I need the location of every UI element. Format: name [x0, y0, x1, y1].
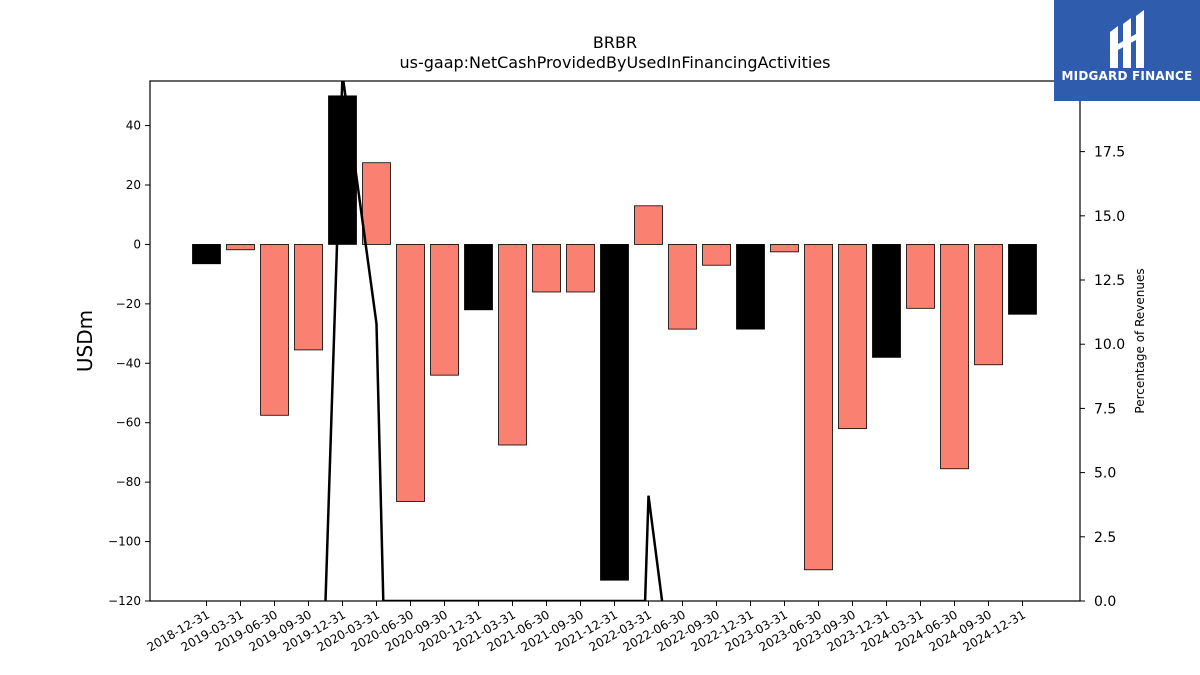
bar-2018-12-31 — [192, 244, 221, 265]
bar-2023-03-31 — [770, 244, 799, 253]
bar-2020-03-31 — [362, 162, 391, 245]
bar-2020-06-30 — [396, 244, 425, 502]
chart-subtitle: us-gaap:NetCashProvidedByUsedInFinancing… — [399, 53, 830, 72]
bar-2019-09-30 — [294, 244, 323, 351]
y-tick-label: −40 — [116, 356, 141, 370]
y-tick-label: −120 — [108, 594, 141, 608]
bar-2021-12-31 — [600, 244, 629, 581]
y-tick-label: 40 — [126, 119, 141, 133]
bar-2024-06-30 — [940, 244, 969, 470]
bar-2021-09-30 — [566, 244, 595, 293]
bar-2019-12-31 — [328, 95, 357, 245]
y-tick-label: −60 — [116, 416, 141, 430]
bar-2020-09-30 — [430, 244, 459, 376]
bar-2019-03-31 — [226, 244, 255, 251]
bar-2022-06-30 — [668, 244, 697, 330]
y-axis: −120 −100 −80 −60 −40 −20 0 20 40 — [108, 119, 150, 608]
bar-2023-06-30 — [804, 244, 833, 571]
y2-tick-label: 0.0 — [1094, 594, 1116, 610]
line-layer — [324, 81, 664, 601]
chart-title: BRBR — [593, 33, 637, 52]
y2-tick-label: 10.0 — [1094, 337, 1125, 353]
logo-text: MIDGARD FINANCE — [1061, 69, 1193, 83]
revenue-percentage-line — [324, 81, 664, 601]
logo-mark-icon — [1110, 10, 1144, 68]
y-tick-label: 20 — [126, 178, 141, 192]
y-tick-label: −80 — [116, 475, 141, 489]
y2-axis-label: Percentage of Revenues — [1133, 268, 1147, 413]
y2-tick-label: 7.5 — [1094, 401, 1116, 417]
bar-2021-03-31 — [498, 244, 527, 446]
bar-2023-12-31 — [872, 244, 901, 358]
bar-2024-12-31 — [1008, 244, 1037, 315]
y2-axis: 0.0 2.5 5.0 7.5 10.0 12.5 15.0 17.5 — [1080, 145, 1125, 610]
bar-2019-06-30 — [260, 244, 289, 416]
y-tick-label: −20 — [116, 297, 141, 311]
midgard-finance-logo: MIDGARD FINANCE — [1054, 0, 1200, 101]
y2-tick-label: 5.0 — [1094, 466, 1116, 482]
y-axis-label: USDm — [73, 310, 97, 372]
y2-tick-label: 2.5 — [1094, 530, 1116, 546]
x-axis: 2018-12-312019-03-312019-06-302019-09-30… — [145, 601, 1028, 654]
bar-2022-03-31 — [634, 205, 663, 245]
bars-layer — [192, 95, 1037, 581]
bar-2022-09-30 — [702, 244, 731, 266]
y-tick-label: −100 — [108, 535, 141, 549]
bar-2022-12-31 — [736, 244, 765, 330]
y2-tick-label: 15.0 — [1094, 209, 1125, 225]
bar-2023-09-30 — [838, 244, 867, 430]
bar-2020-12-31 — [464, 244, 493, 311]
bar-2021-06-30 — [532, 244, 561, 293]
y2-tick-label: 12.5 — [1094, 273, 1125, 289]
y2-tick-label: 17.5 — [1094, 145, 1125, 161]
bar-2024-03-31 — [906, 244, 935, 309]
bar-2024-09-30 — [974, 244, 1003, 366]
y-tick-label: 0 — [133, 237, 141, 251]
